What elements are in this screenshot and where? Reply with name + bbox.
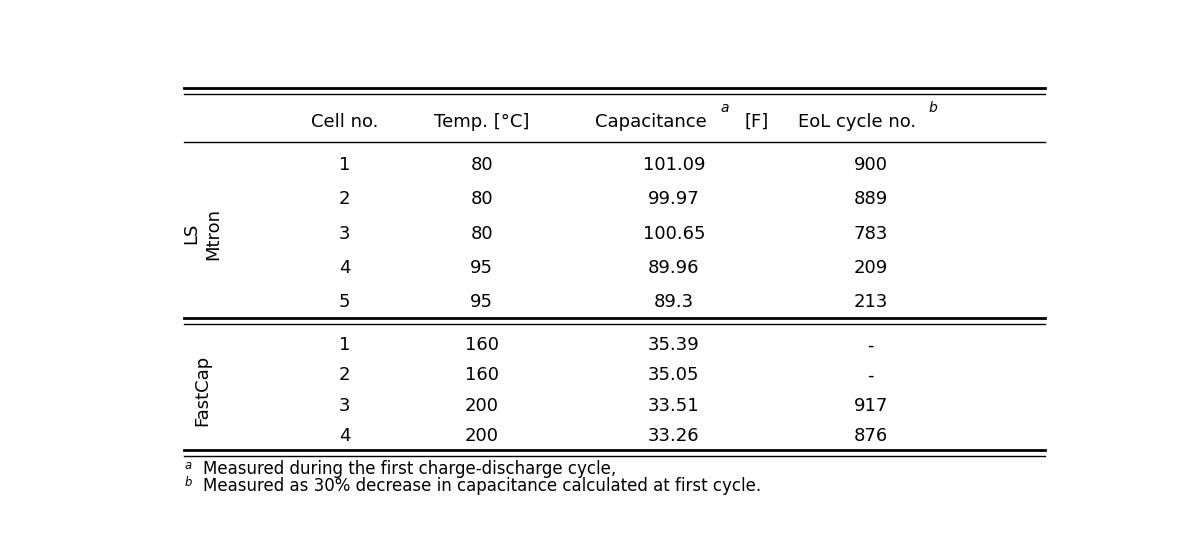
Text: 99.97: 99.97 xyxy=(648,190,700,208)
Text: 2: 2 xyxy=(339,190,350,208)
Text: EoL cycle no.: EoL cycle no. xyxy=(798,113,916,131)
Text: 3: 3 xyxy=(339,225,350,243)
Text: 3: 3 xyxy=(339,397,350,415)
Text: 80: 80 xyxy=(470,225,492,243)
Text: 35.05: 35.05 xyxy=(648,367,699,384)
Text: 95: 95 xyxy=(470,259,494,277)
Text: 900: 900 xyxy=(854,156,888,174)
Text: 80: 80 xyxy=(470,190,492,208)
Text: [F]: [F] xyxy=(744,113,769,131)
Text: 209: 209 xyxy=(854,259,888,277)
Text: 160: 160 xyxy=(464,367,498,384)
Text: $^{a}$: $^{a}$ xyxy=(184,460,193,478)
Text: 876: 876 xyxy=(854,427,888,445)
Text: 89.3: 89.3 xyxy=(654,294,694,311)
Text: 101.09: 101.09 xyxy=(642,156,705,174)
Text: 33.26: 33.26 xyxy=(648,427,699,445)
Text: 4: 4 xyxy=(339,427,350,445)
Text: 1: 1 xyxy=(339,336,350,354)
Text: 100.65: 100.65 xyxy=(642,225,705,243)
Text: 200: 200 xyxy=(464,397,498,415)
Text: Measured as 30% decrease in capacitance calculated at first cycle.: Measured as 30% decrease in capacitance … xyxy=(203,477,761,495)
Text: FastCap: FastCap xyxy=(194,355,211,426)
Text: Cell no.: Cell no. xyxy=(311,113,378,131)
Text: 200: 200 xyxy=(464,427,498,445)
Text: b: b xyxy=(928,101,938,115)
Text: Temp. [°C]: Temp. [°C] xyxy=(433,113,529,131)
Text: 80: 80 xyxy=(470,156,492,174)
Text: 95: 95 xyxy=(470,294,494,311)
Text: $^{b}$: $^{b}$ xyxy=(184,477,194,495)
Text: 783: 783 xyxy=(854,225,888,243)
Text: 33.51: 33.51 xyxy=(648,397,699,415)
Text: 4: 4 xyxy=(339,259,350,277)
Text: Measured during the first charge-discharge cycle,: Measured during the first charge-dischar… xyxy=(203,460,615,478)
Text: Capacitance: Capacitance xyxy=(595,113,707,131)
Text: 213: 213 xyxy=(854,294,888,311)
Text: LS
Mtron: LS Mtron xyxy=(182,208,223,259)
Text: -: - xyxy=(867,367,874,384)
Text: -: - xyxy=(867,336,874,354)
Text: 160: 160 xyxy=(464,336,498,354)
Text: a: a xyxy=(720,101,729,115)
Text: 89.96: 89.96 xyxy=(648,259,699,277)
Text: 2: 2 xyxy=(339,367,350,384)
Text: 35.39: 35.39 xyxy=(648,336,700,354)
Text: 1: 1 xyxy=(339,156,350,174)
Text: 889: 889 xyxy=(854,190,888,208)
Text: 917: 917 xyxy=(854,397,888,415)
Text: 5: 5 xyxy=(339,294,350,311)
